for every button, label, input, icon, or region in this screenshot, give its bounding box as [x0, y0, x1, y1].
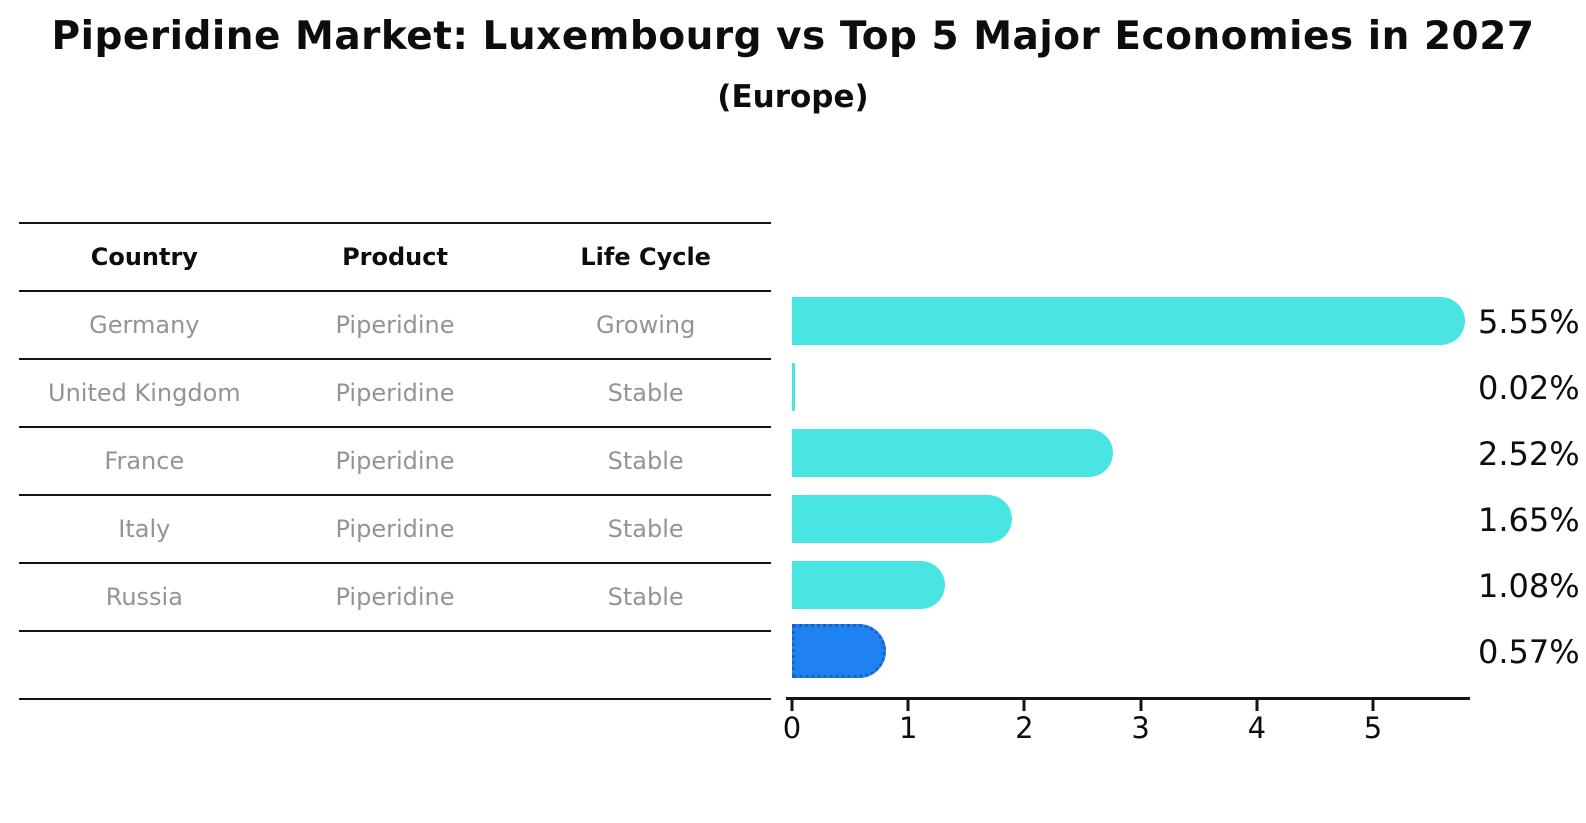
chart-title: Piperidine Market: Luxembourg vs Top 5 M… [51, 14, 1535, 59]
bar-france [792, 429, 1113, 477]
country-info-table: Country Product Life Cycle Germany Piper… [19, 222, 771, 700]
table-row-germany: Germany Piperidine Growing [19, 292, 771, 360]
product-cell: Piperidine [335, 379, 455, 407]
life-cycle-cell: Stable [607, 379, 684, 407]
column-header-life-cycle: Life Cycle [580, 243, 711, 271]
chart-subtitle: (Europe) [717, 79, 869, 115]
table-row-russia: Russia Piperidine Stable [19, 564, 771, 632]
country-cell: Italy [118, 515, 171, 543]
life-cycle-cell: Stable [607, 447, 684, 475]
table-row-united-kingdom: United Kingdom Piperidine Stable [19, 360, 771, 428]
x-axis-tick [790, 699, 794, 711]
x-axis-tick-label: 4 [1247, 711, 1267, 745]
x-axis-tick [1022, 699, 1026, 711]
product-cell: Piperidine [335, 515, 455, 543]
value-label: 1.65% [1478, 501, 1580, 540]
country-cell: United Kingdom [48, 379, 241, 407]
value-label: 0.02% [1478, 369, 1580, 408]
life-cycle-cell: Stable [607, 583, 684, 611]
bar-germany [792, 297, 1465, 345]
life-cycle-cell: Stable [607, 515, 684, 543]
bar-united-kingdom [792, 363, 795, 411]
bar-luxembourg [792, 624, 887, 678]
table-row-italy: Italy Piperidine Stable [19, 496, 771, 564]
value-label: 0.57% [1478, 633, 1580, 672]
life-cycle-cell: Growing [595, 311, 696, 339]
x-axis-tick [1139, 699, 1143, 711]
column-header-country: Country [90, 243, 198, 271]
x-axis-tick-label: 3 [1131, 711, 1150, 745]
bar-italy [792, 495, 1012, 543]
product-cell: Piperidine [335, 447, 455, 475]
x-axis-tick-label: 5 [1363, 711, 1383, 745]
table-row-france: France Piperidine Stable [19, 428, 771, 496]
bar-russia [792, 561, 946, 609]
x-axis-tick-label: 1 [898, 711, 918, 745]
x-axis-tick-label: 0 [782, 711, 802, 745]
value-label: 5.55% [1478, 303, 1580, 342]
x-axis-tick [1255, 699, 1259, 711]
country-cell: Germany [89, 311, 200, 339]
x-axis-tick [1371, 699, 1375, 711]
country-cell: Russia [105, 583, 183, 611]
x-axis-line [786, 697, 1470, 700]
x-axis-tick-label: 2 [1015, 711, 1034, 745]
value-label: 1.08% [1478, 567, 1580, 606]
country-cell: France [104, 447, 185, 475]
x-axis-tick [906, 699, 910, 711]
value-label: 2.52% [1478, 435, 1580, 474]
column-header-product: Product [342, 243, 448, 271]
product-cell: Piperidine [335, 311, 455, 339]
table-header-row: Country Product Life Cycle [19, 224, 771, 292]
product-cell: Piperidine [335, 583, 455, 611]
table-row-luxembourg [19, 632, 771, 700]
